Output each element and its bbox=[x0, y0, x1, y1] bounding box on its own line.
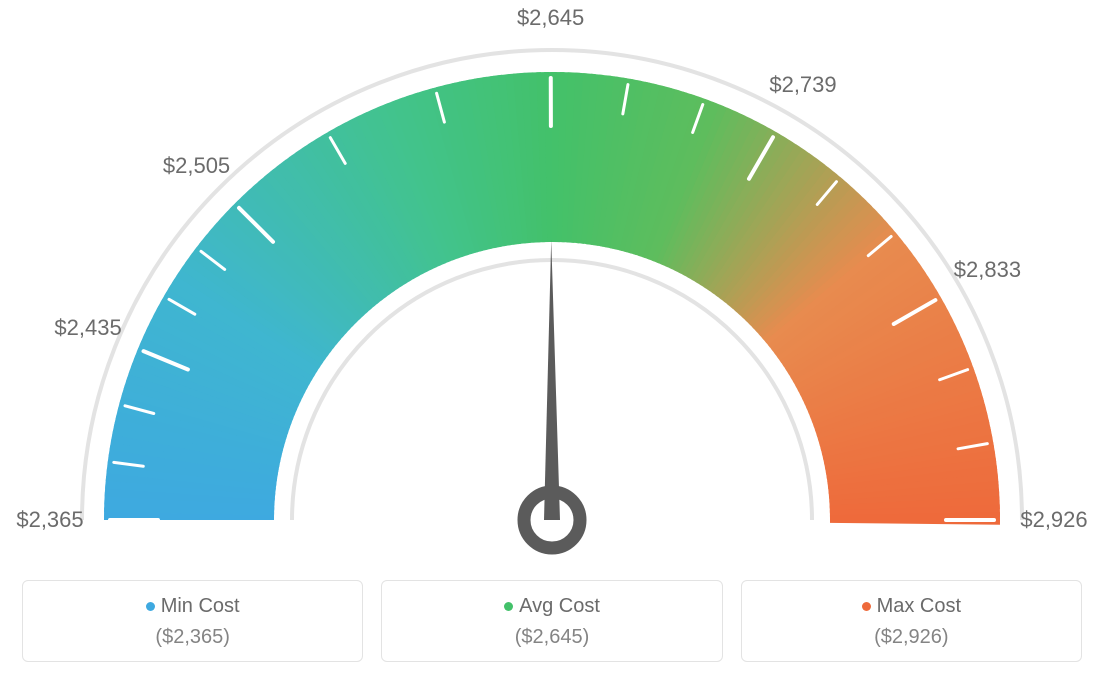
gauge-tick-label: $2,926 bbox=[1020, 507, 1087, 533]
legend-card-max: Max Cost ($2,926) bbox=[741, 580, 1082, 662]
legend-row: Min Cost ($2,365) Avg Cost ($2,645) Max … bbox=[0, 562, 1104, 690]
legend-label-avg: Avg Cost bbox=[519, 595, 600, 617]
legend-card-avg: Avg Cost ($2,645) bbox=[381, 580, 722, 662]
cost-gauge: $2,365 $2,435 $2,505 $2,645 $2,739 $2,833 $2,9… bbox=[0, 0, 1104, 560]
legend-value-min: ($2,365) bbox=[33, 626, 352, 649]
gauge-tick-label: $2,435 bbox=[54, 315, 121, 341]
gauge-tick-label: $2,739 bbox=[769, 72, 836, 98]
legend-title-avg: Avg Cost bbox=[392, 595, 711, 618]
legend-title-min: Min Cost bbox=[33, 595, 352, 618]
legend-dot-avg bbox=[504, 602, 513, 611]
legend-dot-max bbox=[862, 602, 871, 611]
legend-value-max: ($2,926) bbox=[752, 626, 1071, 649]
legend-label-min: Min Cost bbox=[161, 595, 240, 617]
gauge-tick-label: $2,833 bbox=[954, 257, 1021, 283]
legend-title-max: Max Cost bbox=[752, 595, 1071, 618]
gauge-tick-label: $2,505 bbox=[163, 153, 230, 179]
legend-dot-min bbox=[146, 602, 155, 611]
gauge-svg bbox=[0, 0, 1104, 560]
gauge-tick-label: $2,365 bbox=[16, 507, 83, 533]
gauge-tick-label: $2,645 bbox=[517, 5, 584, 31]
legend-card-min: Min Cost ($2,365) bbox=[22, 580, 363, 662]
legend-label-max: Max Cost bbox=[877, 595, 961, 617]
legend-value-avg: ($2,645) bbox=[392, 626, 711, 649]
gauge-needle bbox=[544, 240, 560, 520]
